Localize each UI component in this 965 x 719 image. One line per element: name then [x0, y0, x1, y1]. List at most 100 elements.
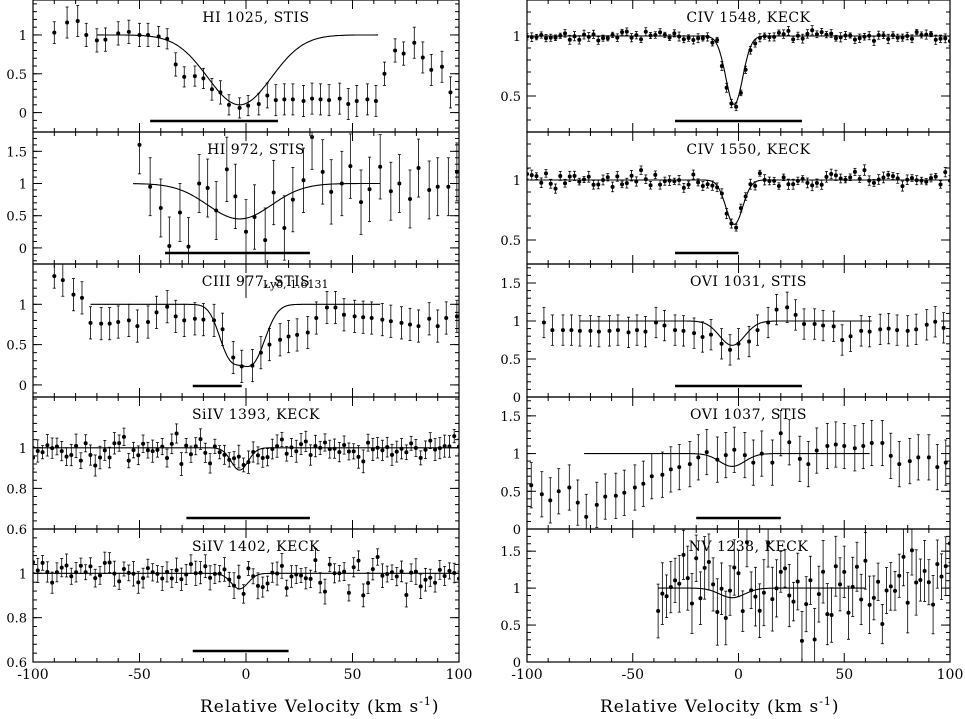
data-point: [409, 570, 414, 575]
data-point: [250, 363, 255, 368]
data-point: [141, 576, 146, 581]
data-point: [208, 461, 213, 466]
data-point: [126, 29, 131, 34]
y-tick-label: 0.6: [6, 523, 27, 538]
data-point: [65, 20, 70, 25]
data-point: [852, 446, 857, 451]
data-point: [212, 444, 217, 449]
model-fit-line: [33, 572, 459, 590]
data-point: [897, 573, 902, 578]
y-tick-label: 0: [19, 379, 27, 394]
data-point: [356, 454, 361, 459]
data-point: [310, 96, 315, 101]
data-point: [305, 330, 310, 335]
data-point: [448, 90, 453, 95]
data-point: [429, 67, 434, 72]
data-point: [700, 36, 705, 41]
data-point: [588, 328, 593, 333]
data-point: [60, 278, 65, 283]
data-point: [50, 580, 55, 585]
data-point: [145, 448, 150, 453]
data-point: [795, 579, 800, 584]
model-fit-line: [658, 587, 866, 599]
data-point: [584, 514, 589, 519]
data-point: [876, 579, 881, 584]
data-point: [824, 174, 829, 179]
data-point: [301, 98, 306, 103]
data-points: [527, 25, 950, 112]
data-point: [799, 638, 804, 643]
data-point: [553, 35, 558, 40]
data-point: [327, 562, 332, 567]
data-point: [198, 570, 203, 575]
x-axis-label-left: Relative Velocity (km s-1): [200, 695, 440, 717]
data-point: [742, 453, 747, 458]
data-point: [40, 450, 45, 455]
data-point: [833, 173, 838, 178]
data-point: [265, 581, 270, 586]
data-point: [348, 164, 353, 169]
data-point: [943, 460, 948, 465]
data-point: [901, 554, 906, 559]
data-point: [660, 472, 665, 477]
data-point: [926, 455, 931, 460]
data-point: [88, 453, 93, 458]
data-point: [389, 452, 394, 457]
data-point: [275, 444, 280, 449]
data-point: [909, 176, 914, 181]
panel-left-1: 0 0.5 1 1.5 HI 972, STIS: [6, 131, 460, 265]
data-point: [641, 481, 646, 486]
data-point: [805, 180, 810, 185]
data-point: [884, 588, 889, 593]
data-point: [723, 453, 728, 458]
data-points: [52, 264, 459, 383]
data-point: [544, 171, 549, 176]
data-point: [337, 450, 342, 455]
data-point: [33, 560, 35, 565]
data-point: [131, 448, 136, 453]
data-point: [681, 185, 686, 190]
panel-title: CIV 1550, KECK: [686, 142, 810, 158]
data-point: [829, 31, 834, 36]
data-point: [107, 455, 112, 460]
data-point: [75, 18, 80, 23]
data-point: [173, 314, 178, 319]
data-point: [452, 434, 457, 439]
data-point: [785, 305, 790, 310]
data-point: [341, 312, 346, 317]
data-point: [117, 441, 122, 446]
data-point: [84, 32, 89, 37]
data-point: [696, 180, 701, 185]
data-point: [658, 30, 663, 35]
data-point: [842, 569, 847, 574]
data-point: [527, 34, 529, 39]
data-point: [35, 448, 40, 453]
data-point: [867, 602, 872, 607]
data-point: [182, 74, 187, 79]
data-point: [914, 327, 919, 332]
data-point: [732, 565, 737, 570]
data-point: [444, 316, 449, 321]
data-point: [687, 462, 692, 467]
data-point: [715, 609, 720, 614]
data-point: [385, 572, 390, 577]
data-point: [409, 441, 414, 446]
data-point: [694, 556, 699, 561]
data-point: [560, 328, 565, 333]
model-fit-line: [90, 303, 381, 368]
y-tick-label: 1.5: [500, 277, 521, 292]
data-point: [653, 172, 658, 177]
data-point: [260, 585, 265, 590]
data-point: [862, 34, 867, 39]
data-point: [116, 31, 121, 36]
x-tick-label: 0: [734, 667, 743, 683]
data-point: [774, 307, 779, 312]
data-point: [351, 565, 356, 570]
data-point: [418, 455, 423, 460]
data-point: [529, 173, 534, 178]
data-point: [890, 33, 895, 38]
data-point: [324, 305, 329, 310]
panel-title: SiIV 1393, KECK: [192, 407, 320, 423]
data-point: [603, 494, 608, 499]
data-point: [394, 574, 399, 579]
